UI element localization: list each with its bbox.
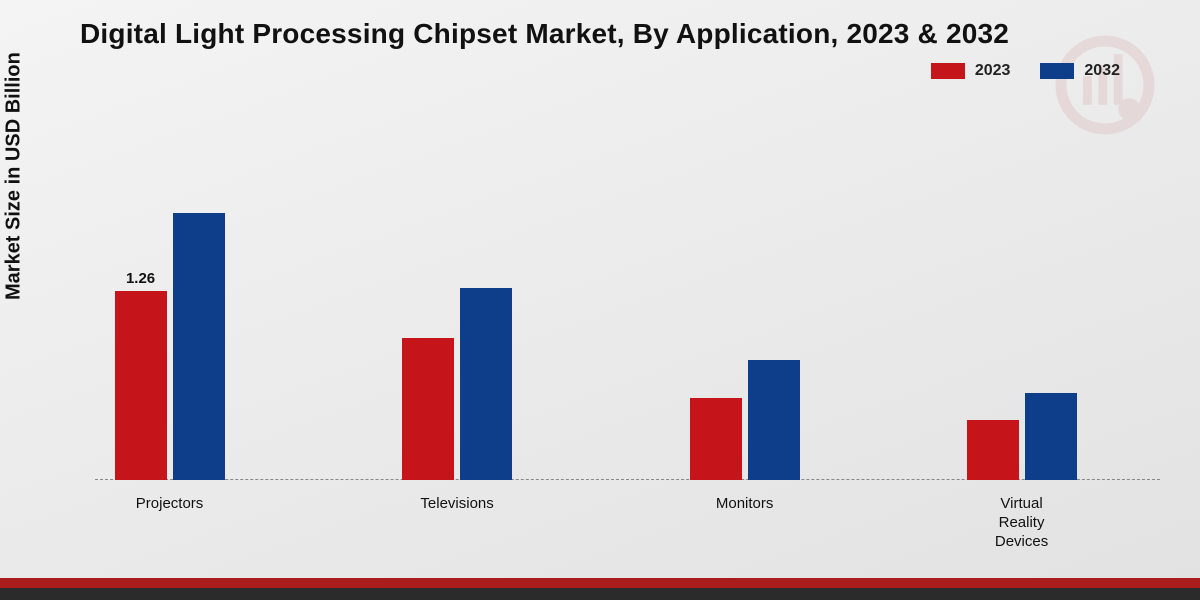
x-axis-category-label: Projectors [100, 495, 240, 514]
legend-swatch-2023 [931, 63, 965, 79]
bar [460, 288, 512, 480]
legend-item-2032: 2032 [1040, 62, 1120, 80]
footer-dark-bar [0, 588, 1200, 600]
bar [173, 213, 225, 480]
x-axis-category-label: VirtualRealityDevices [952, 495, 1092, 551]
bar-group [402, 288, 512, 480]
bar-value-label: 1.26 [126, 270, 155, 287]
x-axis-category-label: Monitors [675, 495, 815, 514]
bar [1025, 393, 1077, 480]
x-axis-labels: Projectors Televisions Monitors VirtualReal… [95, 495, 1160, 560]
bar-group: 1.26 [115, 213, 225, 480]
bar-group [690, 360, 800, 480]
bar [402, 338, 454, 481]
bar [690, 398, 742, 481]
plot-area: 1.26 [95, 120, 1160, 480]
chart-canvas: Digital Light Processing Chipset Market,… [0, 0, 1200, 600]
bar [967, 420, 1019, 480]
legend-label-2032: 2032 [1084, 62, 1120, 80]
bar [115, 291, 167, 480]
bar [748, 360, 800, 480]
legend-label-2023: 2023 [975, 62, 1011, 80]
x-axis-category-label: Televisions [387, 495, 527, 514]
footer-accent-bar [0, 578, 1200, 588]
legend-swatch-2032 [1040, 63, 1074, 79]
y-axis-label: Market Size in USD Billion [3, 52, 26, 300]
legend-item-2023: 2023 [931, 62, 1011, 80]
chart-title: Digital Light Processing Chipset Market,… [80, 18, 1009, 50]
legend: 2023 2032 [931, 62, 1120, 80]
bar-group [967, 393, 1077, 480]
